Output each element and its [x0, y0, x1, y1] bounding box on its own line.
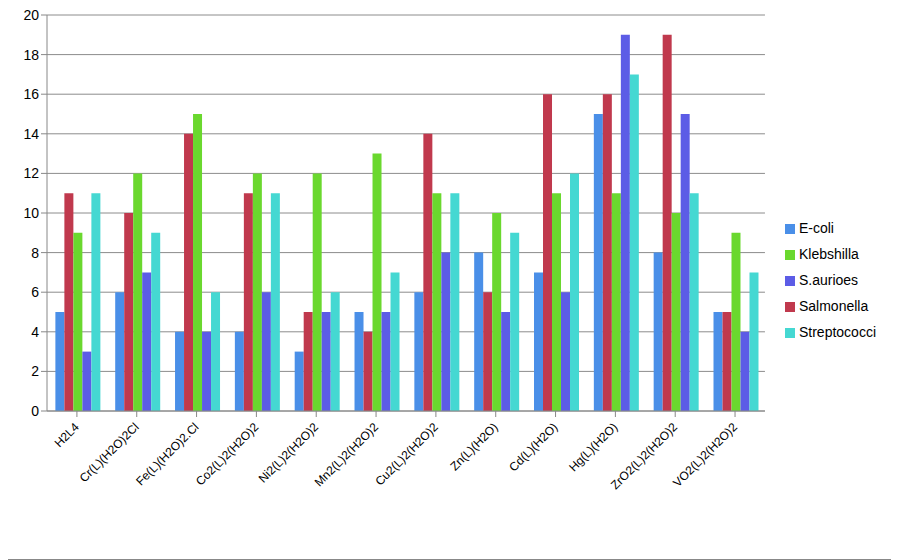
svg-text:Cu2(L)2(H2O)2: Cu2(L)2(H2O)2	[372, 420, 441, 489]
svg-text:Cd(L)(H2O): Cd(L)(H2O)	[506, 420, 560, 474]
svg-text:ZrO2(L)2(H2O)2: ZrO2(L)2(H2O)2	[608, 420, 680, 492]
html-text:Streptococci: Streptococci	[799, 324, 876, 340]
svg-text:0: 0	[31, 403, 39, 419]
svg-text:20: 20	[23, 8, 39, 23]
svg-text:10: 10	[23, 205, 39, 221]
svg-text:14: 14	[23, 126, 39, 142]
svg-text:Fe(L)(H2O)2.Cl: Fe(L)(H2O)2.Cl	[133, 420, 201, 488]
svg-text:6: 6	[31, 284, 39, 300]
svg-text:Ni2(L)2(H2O)2: Ni2(L)2(H2O)2	[256, 420, 322, 486]
svg-text:12: 12	[23, 165, 39, 181]
svg-text:Co2(L)2(H2O)2: Co2(L)2(H2O)2	[193, 420, 262, 489]
html-text:Salmonella: Salmonella	[799, 298, 869, 314]
svg-text:18: 18	[23, 47, 39, 63]
svg-text:16: 16	[23, 86, 39, 102]
svg-text:2: 2	[31, 363, 39, 379]
svg-text:4: 4	[31, 324, 39, 340]
svg-text:Zn(L)(H2O): Zn(L)(H2O)	[447, 420, 500, 473]
svg-text:H2L4: H2L4	[52, 420, 82, 450]
svg-text:Cr(L)(H2O)2Cl: Cr(L)(H2O)2Cl	[77, 420, 142, 485]
html-text:Klebshilla: Klebshilla	[799, 246, 859, 262]
svg-text:Mn2(L)2(H2O)2: Mn2(L)2(H2O)2	[312, 420, 382, 490]
html-text:S.aurioes: S.aurioes	[799, 272, 859, 288]
svg-text:Hg(L)(H2O): Hg(L)(H2O)	[566, 420, 620, 474]
html-text:E-coli: E-coli	[799, 220, 834, 236]
svg-text:8: 8	[31, 245, 39, 261]
svg-text:VO2(L)2(H2O)2: VO2(L)2(H2O)2	[670, 420, 740, 490]
